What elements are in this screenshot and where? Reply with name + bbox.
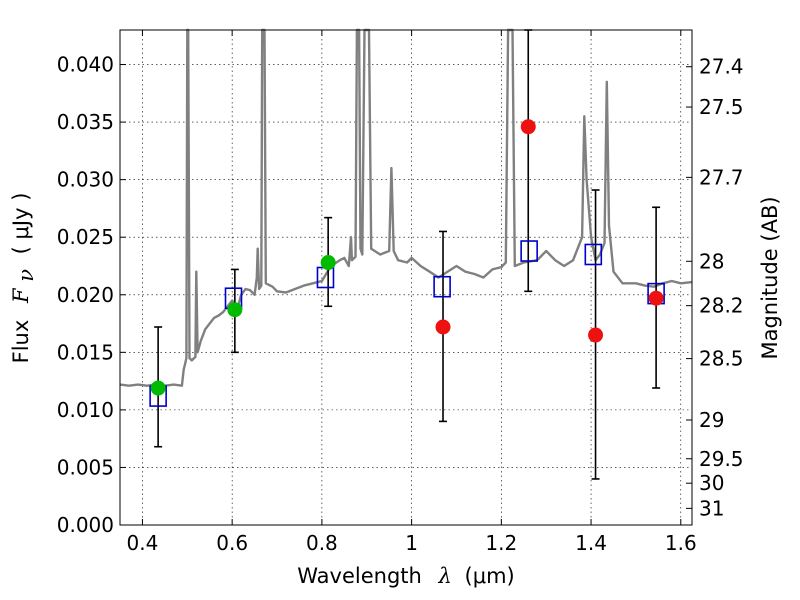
weak-detection-point (588, 327, 604, 343)
error-bars (154, 29, 661, 480)
x-tick-label: 1 (405, 531, 418, 555)
x-axis-title: Wavelength λ (μm) (297, 564, 514, 588)
y-tick-label: 0.040 (57, 53, 114, 77)
plot-frame (119, 29, 693, 526)
y-axis-title-subscript: ν (14, 269, 38, 282)
y2-tick-label: 30 (699, 471, 724, 495)
y2-tick-label: 28 (699, 249, 724, 273)
x-ticks: 0.4 0.6 0.8 1 1.2 1.4 1.6 (127, 30, 697, 555)
y2-tick-label: 29 (699, 408, 724, 432)
y2-axis-title: Magnitude (AB) (758, 196, 782, 359)
detection-point (227, 302, 243, 318)
x-axis-title-symbol: λ (438, 564, 452, 588)
detection-point (320, 255, 336, 271)
y2-tick-label: 28.2 (699, 294, 744, 318)
y2-tick-label: 27.7 (699, 165, 744, 189)
y-axis-title-text: Flux (9, 320, 33, 364)
y-tick-label: 0.020 (57, 283, 114, 307)
y-axis-title-unit: ( μJy ) (9, 193, 33, 255)
observed-flux-markers (150, 119, 664, 396)
x-tick-label: 0.6 (216, 531, 248, 555)
model-photometry-square (584, 243, 603, 266)
model-photometry-square (433, 275, 451, 298)
model-spectrum-line (119, 28, 693, 387)
x-tick-label: 0.8 (306, 531, 338, 555)
y2-tick-label: 27.4 (699, 55, 744, 79)
y2-tick-label: 31 (699, 496, 724, 520)
model-photometry-square (316, 266, 335, 289)
y-tick-label: 0.015 (57, 340, 114, 364)
x-axis-title-unit: (μm) (465, 564, 515, 588)
weak-detection-point (520, 119, 536, 135)
weak-detection-point (648, 290, 664, 306)
x-tick-label: 1.4 (575, 531, 607, 555)
x-axis-title-text: Wavelength (297, 564, 422, 588)
y-tick-label: 0.005 (57, 455, 114, 479)
y-ticks: 0.000 0.005 0.010 0.015 0.020 0.025 0.030 0.035… (57, 53, 126, 537)
model-photometry-square (520, 240, 538, 262)
y-axis-title-symbol: F (9, 287, 33, 304)
weak-detection-point (435, 319, 451, 335)
y-tick-label: 0.030 (57, 168, 114, 192)
detection-point (150, 380, 166, 396)
y2-tick-label: 27.5 (699, 95, 744, 119)
model-photometry-markers (149, 240, 665, 407)
y2-tick-label: 29.5 (699, 447, 744, 471)
y-tick-label: 0.035 (57, 110, 114, 134)
grid-lines (120, 30, 692, 526)
y-tick-label: 0.010 (57, 398, 114, 422)
y-axis-title: Flux F ν ( μJy ) (9, 193, 38, 364)
y2-tick-label: 28.5 (699, 347, 744, 371)
x-tick-label: 1.6 (665, 531, 697, 555)
y-tick-label: 0.000 (57, 513, 114, 537)
model-spectrum (119, 28, 693, 387)
x-tick-label: 1.2 (485, 531, 517, 555)
x-tick-label: 0.4 (127, 531, 159, 555)
y-tick-label: 0.025 (57, 225, 114, 249)
